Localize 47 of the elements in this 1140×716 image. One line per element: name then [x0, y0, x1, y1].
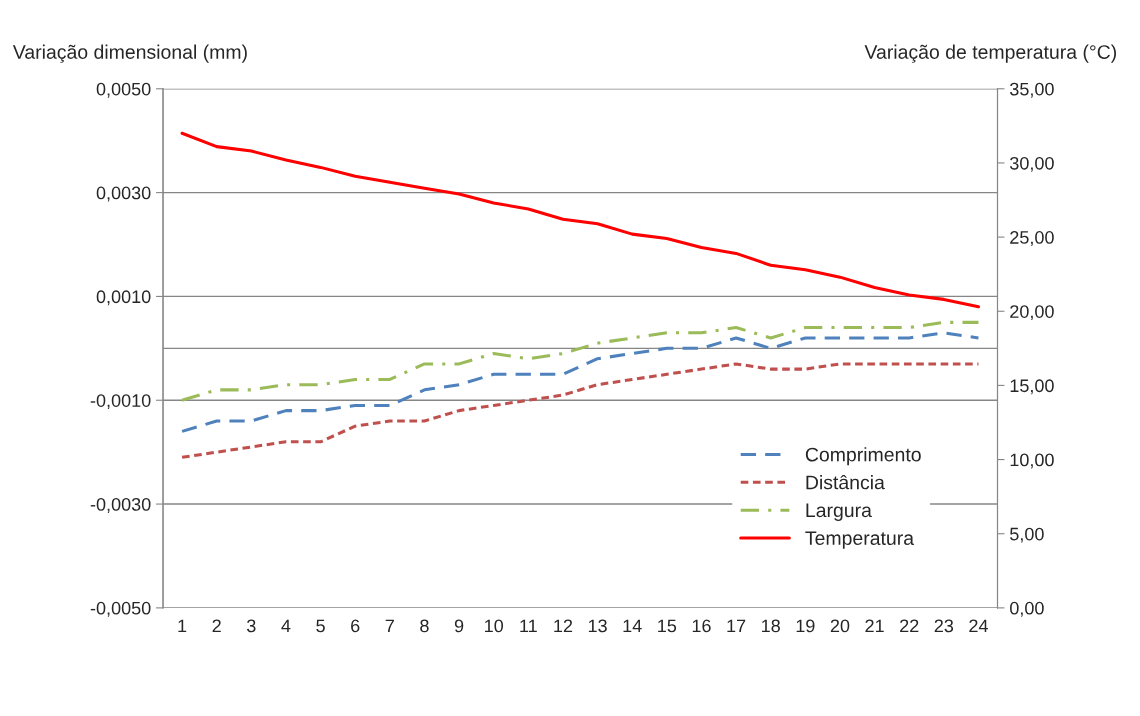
x-tick-label: 23 — [934, 619, 954, 633]
y-tick-label: -0,0030 — [90, 498, 151, 513]
y2-tick-label: 25,00 — [1010, 231, 1054, 246]
y2-tick-label: 0,00 — [1010, 601, 1044, 617]
x-tick-label: 10 — [485, 619, 504, 633]
x-tick-label: 18 — [762, 619, 780, 633]
x-tick-label: 7 — [385, 619, 394, 633]
x-tick-label: 2 — [212, 619, 221, 633]
y2-axis-title: Variação de temperatura (°C) — [864, 44, 1117, 63]
x-tick-label: 11 — [520, 619, 537, 633]
legend-label: Temperatura — [805, 531, 915, 549]
x-tick-label: 3 — [246, 619, 256, 633]
x-tick-label: 4 — [281, 619, 291, 633]
y2-tick-label: 30,00 — [1009, 156, 1054, 172]
x-tick-label: 8 — [420, 619, 429, 633]
y2-tick-label: 5,00 — [1010, 527, 1044, 543]
y2-tick-label: 15,00 — [1010, 379, 1054, 395]
x-tick-label: 19 — [796, 619, 815, 633]
y2-tick-label: 20,00 — [1010, 305, 1054, 321]
x-tick-label: 17 — [727, 619, 746, 633]
x-tick-label: 13 — [588, 619, 607, 633]
x-tick-label: 15 — [658, 619, 677, 633]
legend-label: Comprimento — [805, 447, 921, 466]
x-tick-label: 9 — [454, 619, 464, 633]
y2-tick-label: 10,00 — [1010, 453, 1054, 469]
y-tick-label: 0,0030 — [96, 186, 151, 202]
x-tick-label: 5 — [316, 619, 325, 633]
x-tick-label: 12 — [554, 619, 573, 633]
legend-label: Largura — [806, 503, 872, 522]
x-tick-label: 20 — [830, 619, 850, 633]
y2-tick-label: 35,00 — [1009, 82, 1054, 98]
legend-label: Distância — [806, 474, 885, 490]
x-tick-label: 14 — [623, 619, 642, 633]
line-series — [180, 131, 980, 309]
x-tick-label: 6 — [351, 619, 360, 633]
y-tick-label: -0,0050 — [90, 601, 151, 617]
x-tick-label: 22 — [900, 619, 919, 633]
x-tick-label: 16 — [692, 619, 711, 633]
x-tick-label: 1 — [178, 619, 187, 633]
y-tick-label: -0,0010 — [90, 394, 151, 410]
y-axis-title: Variação dimensional (mm) — [12, 44, 247, 63]
line-series — [180, 331, 980, 433]
x-tick-label: 24 — [969, 619, 988, 633]
y-tick-label: 0,0010 — [96, 290, 151, 306]
line-series — [180, 320, 980, 402]
y-tick-label: 0,0050 — [96, 82, 151, 98]
x-tick-label: 21 — [865, 619, 884, 633]
